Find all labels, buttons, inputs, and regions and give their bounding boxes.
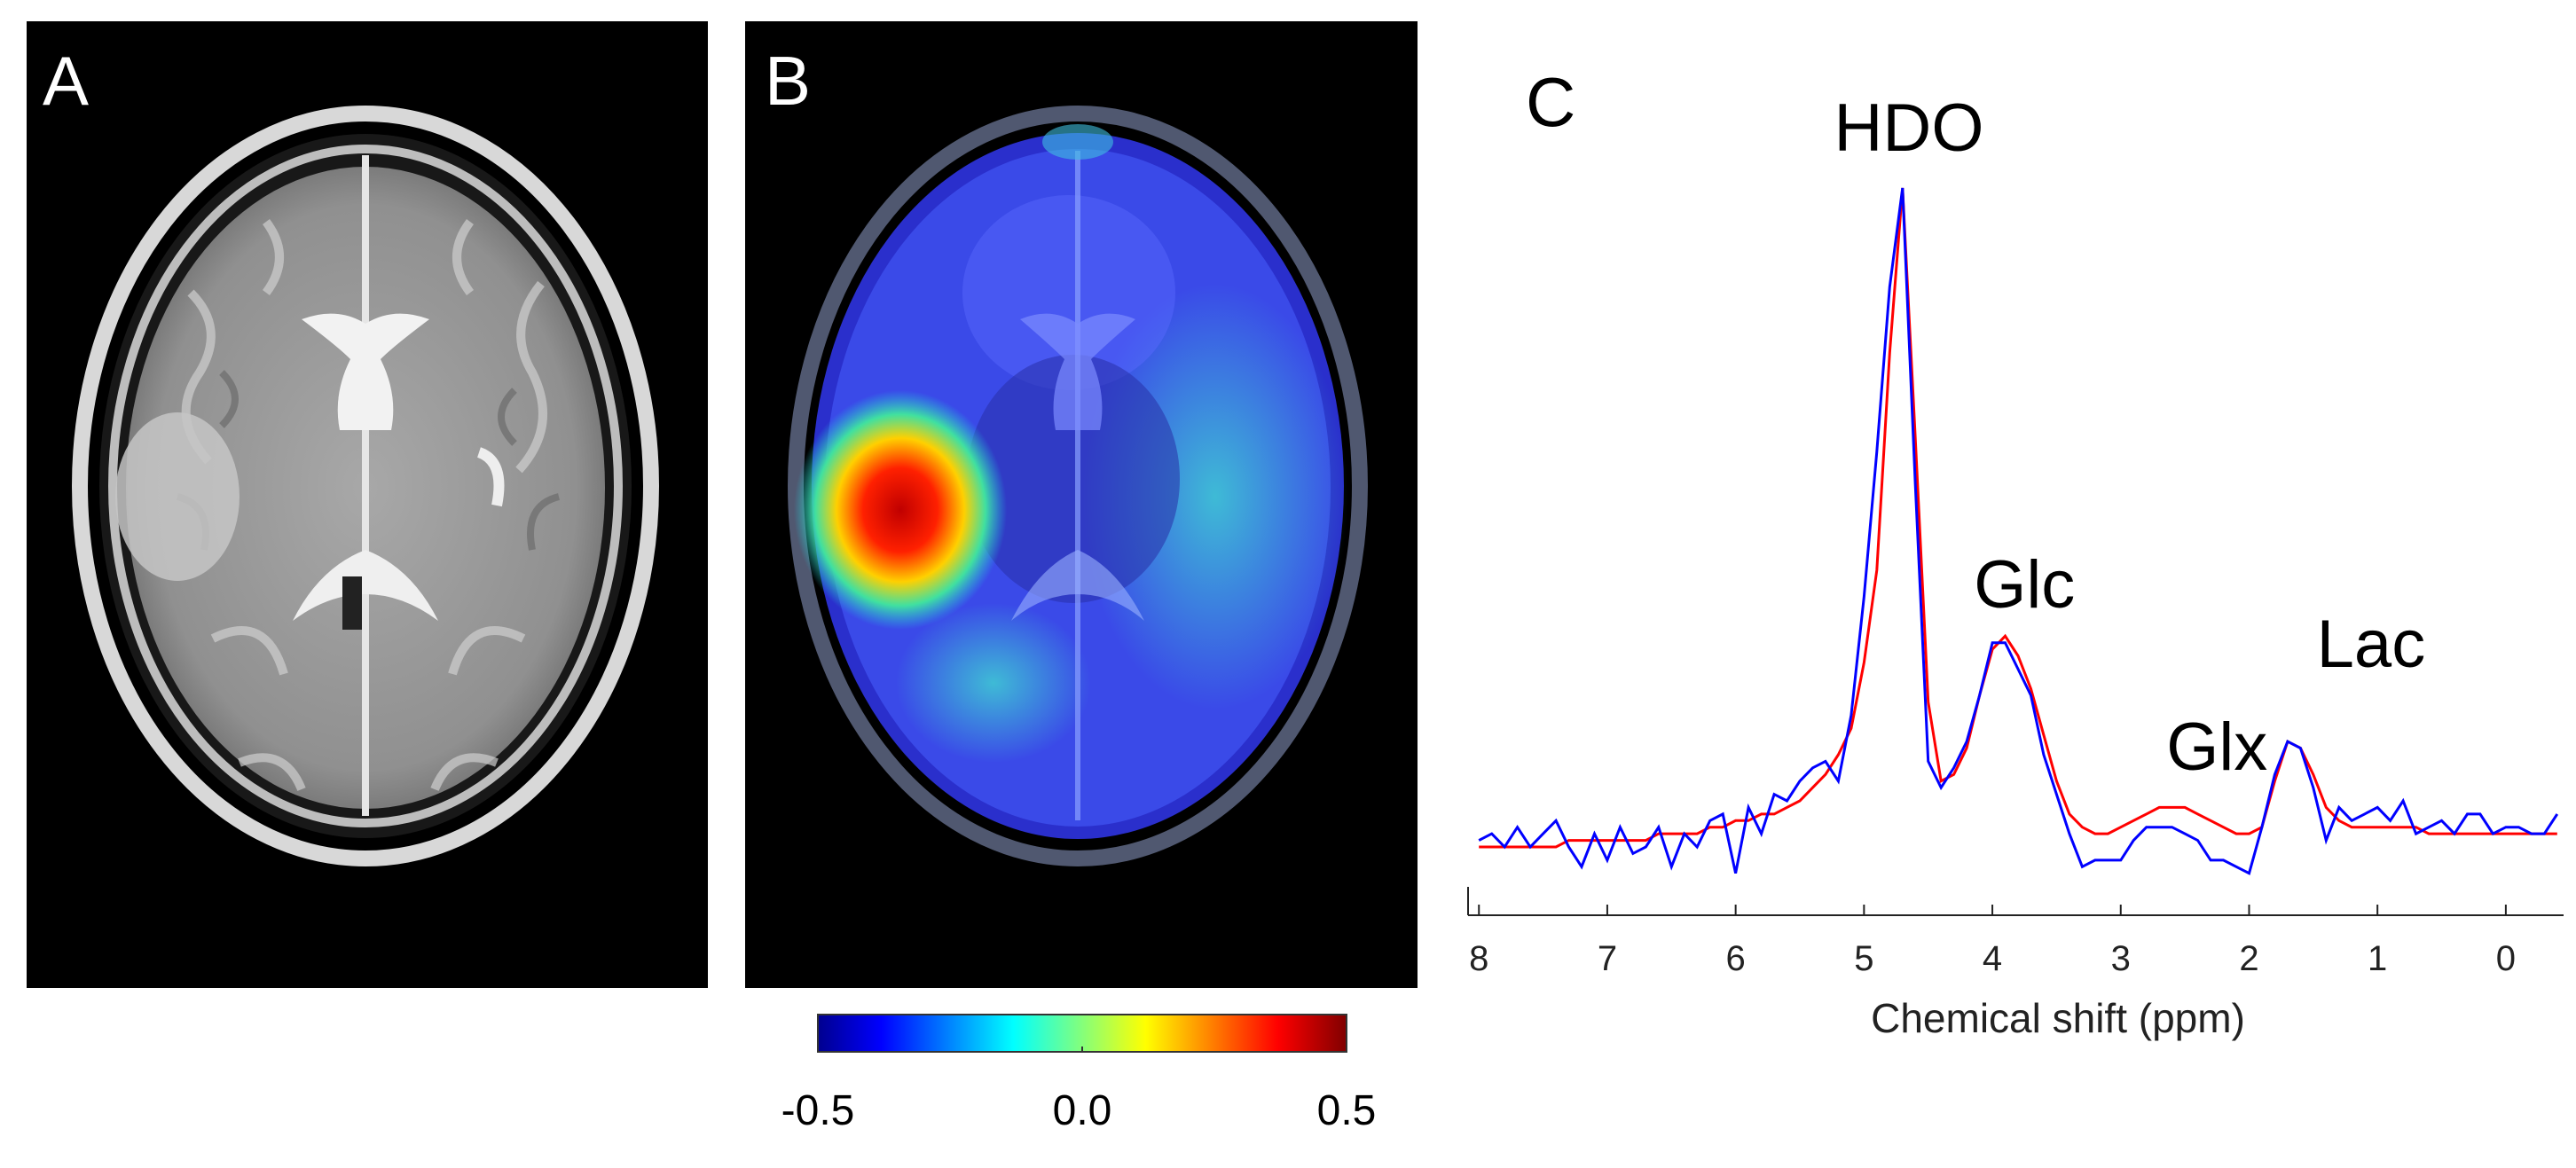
peak-label-hdo: HDO [1834,90,1984,166]
overlay-brain-image [788,106,1368,866]
peak-label-glc: Glc [1974,547,2075,623]
colorbar-mid-label: 0.0 [1053,1087,1112,1134]
x-tick-label: 7 [1598,939,1617,978]
x-tick-label: 5 [1854,939,1873,978]
colorbar-gradient [817,1014,1347,1053]
x-tick-label: 8 [1469,939,1488,978]
colorbar-min-label: -0.5 [781,1087,855,1134]
fit-series-line [1479,187,2557,849]
peak-label-glx: Glx [2166,709,2267,785]
colorbar-max-label: 0.5 [1317,1087,1377,1134]
x-tick-label: 1 [2368,939,2387,978]
x-tick-label: 0 [2496,939,2516,978]
panel-a-letter: A [43,42,89,120]
x-tick-label: 4 [1983,939,2002,978]
peak-label-lac: Lac [2317,607,2426,682]
panel-b-letter: B [765,42,811,120]
x-tick-label: 3 [2111,939,2131,978]
x-axis-label: Chemical shift (ppm) [1871,995,2245,1041]
mri-brain-image [72,106,659,866]
measured-series-line [1478,187,2559,875]
x-tick-label: 6 [1726,939,1746,978]
panel-c-letter: C [1526,63,1575,141]
panel-a: A [27,21,708,988]
panel-b: B [745,21,1418,988]
x-axis-ticks: 8 7 6 5 4 3 2 1 0 [1469,905,2516,978]
peak-labels: HDO Glc Glx Lac [1834,90,2426,785]
x-tick-label: 2 [2239,939,2258,978]
panel-c-spectrum: C 8 7 6 5 4 3 2 1 0 Chemical shift (ppm) HDO Glc G… [1467,63,2564,1041]
colorbar: -0.5 0.0 0.5 [781,1014,1377,1134]
